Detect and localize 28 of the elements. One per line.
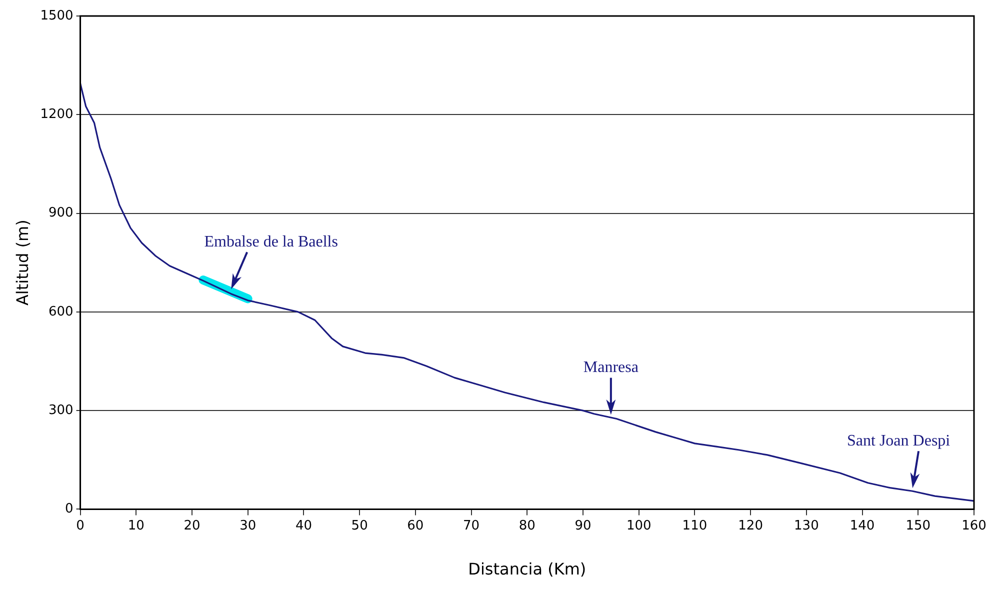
y-tick-label: 300 — [48, 402, 74, 418]
annotation: Manresa — [583, 358, 638, 376]
x-tick-label: 90 — [574, 518, 592, 534]
x-tick-label: 110 — [682, 518, 708, 534]
x-axis-title: Distancia (Km) — [468, 560, 586, 579]
y-axis-title: Altitud (m) — [12, 220, 32, 306]
x-tick-label: 100 — [626, 518, 652, 534]
x-tick-label: 160 — [962, 518, 986, 534]
x-tick-label: 50 — [351, 518, 368, 534]
x-tick-label: 70 — [463, 518, 480, 534]
x-tick-label: 120 — [738, 518, 763, 534]
y-tick-label: 1200 — [40, 107, 74, 122]
x-tick-label: 130 — [794, 518, 819, 534]
x-tick-label: 10 — [128, 518, 144, 534]
annotation: Sant Joan Despi — [847, 432, 951, 450]
x-tick-label: 40 — [295, 518, 312, 534]
y-tick-label: 600 — [48, 304, 74, 320]
x-tick-label: 60 — [407, 518, 424, 534]
y-tick-label: 900 — [48, 206, 74, 221]
x-tick-label: 80 — [518, 518, 536, 534]
x-tick-label: 20 — [184, 518, 200, 534]
y-tick-label: 1500 — [40, 8, 74, 24]
x-tick-label: 30 — [240, 518, 256, 534]
x-tick-label: 140 — [850, 518, 875, 534]
x-tick-label: 150 — [906, 518, 931, 534]
y-tick-label: 0 — [65, 502, 74, 517]
annotation: Embalse de la Baells — [204, 233, 338, 250]
x-tick-label: 0 — [76, 518, 84, 534]
